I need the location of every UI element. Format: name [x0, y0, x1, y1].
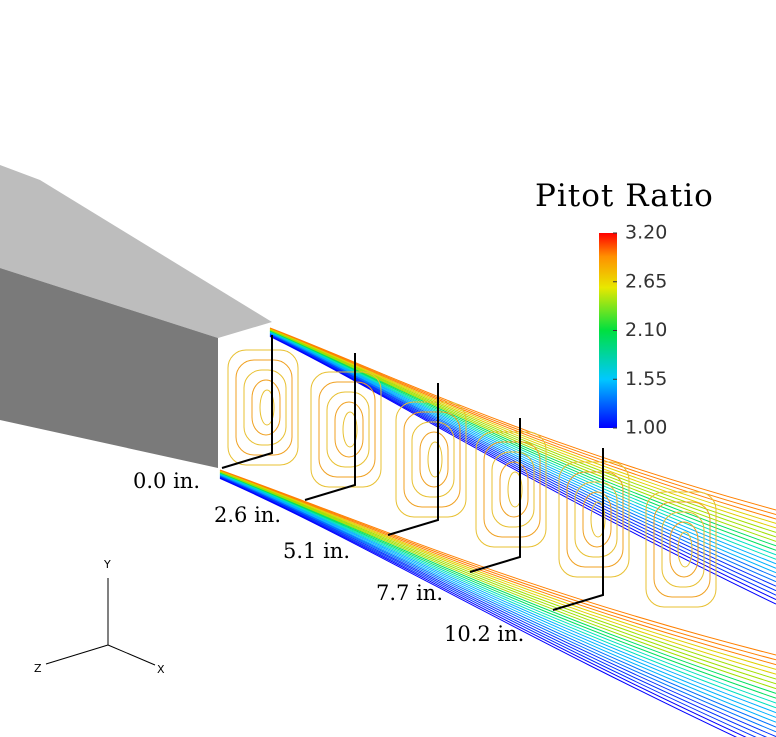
shear-line [269, 333, 776, 574]
station-frame [304, 353, 356, 501]
shear-line [269, 327, 776, 511]
colorbar-title: Pitot Ratio [535, 178, 714, 214]
shear-line [269, 333, 776, 578]
shear-line [269, 334, 776, 592]
station-label: 7.7 in. [376, 581, 443, 605]
contour [653, 501, 711, 598]
shear-line [219, 473, 776, 709]
shear-line [269, 331, 776, 560]
contour [243, 369, 287, 446]
station-frames [221, 335, 604, 611]
contour [334, 401, 364, 458]
contour [342, 411, 358, 448]
shear-line [219, 472, 776, 694]
colorbar-tick-label: 2.65 [625, 270, 667, 292]
contour [677, 531, 693, 568]
contour [645, 491, 717, 608]
colorbar-tick-label: 1.00 [625, 417, 667, 439]
contour [419, 431, 449, 488]
contour [326, 391, 370, 468]
shear-line [219, 469, 776, 661]
contour [427, 441, 443, 478]
shear-line [219, 475, 776, 733]
axis-triad [45, 578, 156, 666]
contour [483, 441, 541, 538]
shear-line [219, 475, 776, 723]
contour [251, 379, 281, 436]
contour [395, 401, 467, 518]
contour [411, 421, 455, 498]
shear-line [219, 473, 776, 704]
shear-line [269, 330, 776, 547]
contour [558, 461, 630, 578]
contour [661, 511, 705, 588]
shear-line [269, 330, 776, 542]
contour [491, 451, 535, 528]
shear-line [269, 329, 776, 533]
shear-line [219, 477, 757, 737]
colorbar [599, 233, 617, 428]
body-top [0, 165, 272, 338]
contour [318, 381, 376, 478]
shear-line [219, 475, 776, 728]
shear-line [219, 469, 776, 656]
shear-line [219, 477, 738, 737]
colorbar-tick-label: 1.55 [625, 368, 667, 390]
station-label: 10.2 in. [444, 622, 524, 646]
station-frame [469, 418, 521, 573]
shear-line [219, 476, 776, 737]
axis-label: X [157, 663, 165, 676]
contour [259, 389, 275, 426]
station-label: 2.6 in. [214, 503, 281, 527]
shear-line [219, 473, 776, 699]
contour [403, 411, 461, 508]
contour [566, 471, 624, 568]
contour [507, 471, 523, 508]
shear-line [219, 470, 776, 670]
shear-line [269, 329, 776, 529]
shear-line [269, 332, 776, 565]
axis-label: Y [103, 558, 111, 571]
shear-line [269, 335, 776, 601]
axis-label: Z [34, 662, 42, 675]
station-frame [387, 383, 439, 536]
shear-line [269, 334, 776, 587]
shear-line [219, 474, 776, 718]
shear-line [219, 471, 776, 685]
shear-line [219, 471, 776, 680]
station-label: 0.0 in. [133, 469, 200, 493]
shear-line [219, 476, 768, 737]
contour [475, 431, 547, 548]
station-label: 5.1 in. [283, 539, 350, 563]
shear-line [269, 328, 776, 520]
colorbar-tick-label: 2.10 [625, 319, 667, 341]
contour [227, 349, 299, 466]
contour [669, 521, 699, 578]
shear-line [269, 335, 776, 605]
shear-line [219, 477, 747, 737]
flow-lines [219, 327, 776, 737]
contour [582, 491, 612, 548]
contour [574, 481, 618, 558]
shear-line [219, 471, 776, 675]
station-frame [221, 335, 273, 469]
body-front [0, 268, 218, 468]
shear-line [269, 333, 776, 583]
shear-line [219, 474, 776, 714]
shear-line [269, 332, 776, 569]
contour [590, 501, 606, 538]
shear-line [269, 331, 776, 556]
shear-line [269, 327, 776, 515]
contour [499, 461, 529, 518]
shear-line [219, 472, 776, 690]
shear-line [219, 470, 776, 666]
station-frame [552, 448, 604, 611]
shear-line [269, 335, 776, 596]
colorbar-tick-label: 3.20 [625, 222, 667, 244]
shear-line [269, 328, 776, 524]
